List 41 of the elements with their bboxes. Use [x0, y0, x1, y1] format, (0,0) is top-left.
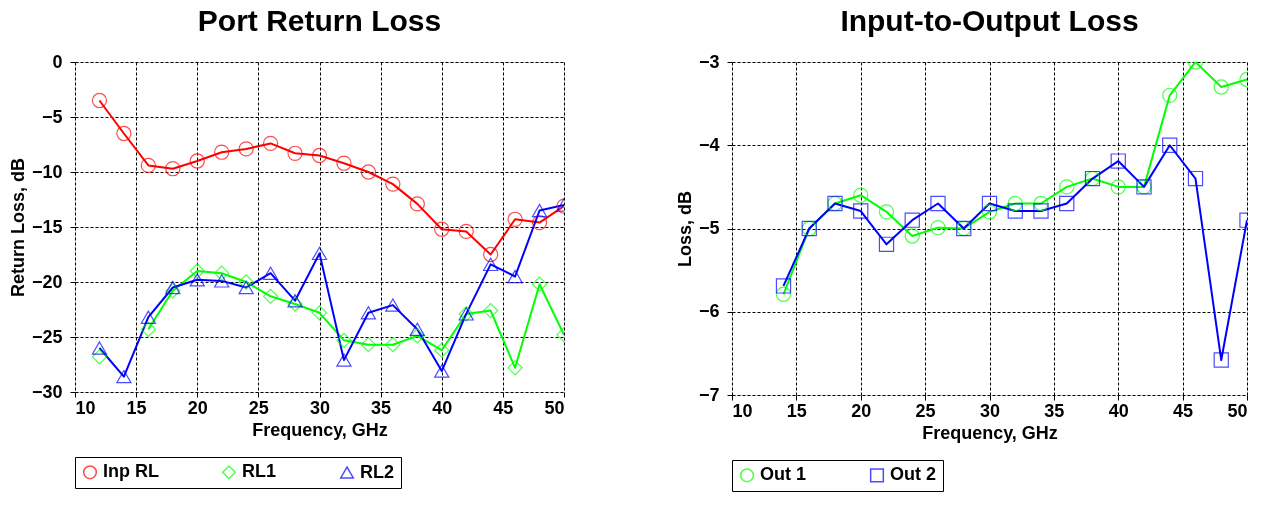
y-tick-label: −3 [698, 51, 720, 72]
x-axis-title: Frequency, GHz [252, 419, 388, 440]
y-tick-label: −5 [698, 218, 720, 238]
chart-title: Port Return Loss [197, 4, 442, 37]
y-axis-title: Return Loss, dB [7, 157, 28, 298]
x-tick-label: 25 [248, 397, 269, 418]
legend-label: RL1 [242, 461, 277, 482]
x-tick-label: 20 [851, 400, 872, 421]
x-tick-label: 10 [732, 400, 753, 421]
legend-label: RL2 [360, 461, 395, 482]
legend-label: Inp RL [103, 461, 159, 482]
y-tick-label: −6 [698, 301, 720, 322]
y-tick-label: 0 [52, 51, 63, 72]
x-tick-label: 45 [1173, 400, 1194, 421]
y-tick-label: −4 [698, 134, 720, 155]
y-tick-label: −30 [31, 381, 63, 402]
y-tick-label: −5 [41, 106, 63, 127]
x-tick-label: 35 [1044, 400, 1065, 421]
x-tick-label: 15 [126, 397, 147, 418]
x-tick-label: 40 [432, 397, 453, 418]
x-axis-title: Frequency, GHz [922, 422, 1058, 443]
y-tick-label: −15 [31, 216, 63, 237]
chart-title: Input-to-Output Loss [840, 4, 1139, 37]
x-tick-label: 35 [371, 397, 392, 418]
y-axis-title: Loss, dB [674, 190, 695, 268]
x-tick-label: 15 [786, 400, 807, 421]
y-tick-label: −20 [31, 271, 63, 292]
x-tick-label: 45 [493, 397, 514, 418]
y-tick-label: −10 [31, 161, 63, 182]
x-tick-label: 30 [979, 400, 1001, 421]
x-tick-label: 40 [1108, 400, 1129, 421]
y-tick-label: −7 [698, 384, 720, 405]
x-tick-label: 50 [544, 397, 565, 418]
x-tick-label: 30 [309, 397, 331, 418]
x-tick-label: 20 [187, 397, 208, 418]
y-tick-label: −25 [31, 326, 63, 347]
x-tick-label: 10 [75, 397, 96, 418]
legend-label: Out 1 [760, 464, 807, 485]
x-tick-label: 50 [1227, 400, 1248, 421]
legend-label: Out 2 [890, 464, 937, 485]
x-tick-label: 25 [915, 400, 936, 421]
